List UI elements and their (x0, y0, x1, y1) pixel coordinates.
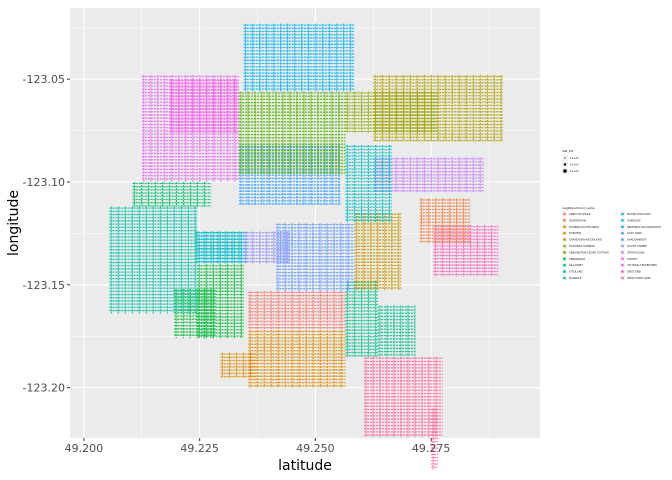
color-legend-label: OAKRIDGE (627, 218, 641, 222)
color-legend-dot (621, 244, 624, 248)
color-legend-dot (621, 270, 624, 273)
x-tick-label: 49.275 (412, 442, 451, 455)
neighbourhood-points (354, 212, 402, 291)
color-legend-dot (563, 276, 566, 280)
color-legend-dot (563, 270, 566, 273)
neighbourhood-points (373, 75, 503, 142)
color-legend-dot (563, 219, 566, 222)
color-legend-label: ARBUTUS RIDGE (569, 212, 591, 216)
color-legend-dot (621, 238, 624, 241)
color-legend: ARBUTUS RIDGE DOWNTOWN DUNBAR-SOUTHLANDS FA… (562, 211, 661, 281)
color-legend-dot (621, 212, 624, 216)
color-legend-label: RENFREW-COLLINGWOOD (627, 225, 661, 229)
y-tick-label: -123.05 (23, 73, 65, 86)
color-legend-dot (621, 257, 624, 261)
color-legend-label: MARPOLE (569, 276, 582, 280)
y-tick-label: -123.10 (23, 176, 65, 189)
color-legend-label: DOWNTOWN (569, 218, 586, 222)
color-legend-title: neighbourhood_name (562, 206, 595, 210)
color-legend-dot (621, 276, 624, 280)
x-tick-label: 49.250 (296, 442, 335, 455)
size-legend-label: 1e+02 (570, 163, 579, 167)
neighbourhood-points (220, 330, 346, 388)
color-legend-label: SOUTH CAMBIE (627, 244, 647, 248)
color-legend-label: HASTINGS-SUNRISE (569, 244, 595, 248)
color-legend-dot (563, 257, 566, 261)
x-tick-label: 49.200 (65, 442, 104, 455)
y-axis: -123.05 -123.10 -123.15 -123.20 (23, 73, 70, 395)
color-legend-label: RILEY PARK (627, 231, 642, 235)
color-legend-dot (563, 263, 566, 267)
neighbourhood-points (132, 181, 212, 207)
color-legend-label: DUNBAR-SOUTHLANDS (569, 225, 599, 229)
neighbourhood-points (248, 290, 346, 331)
color-legend-dot (563, 238, 566, 241)
color-legend-dot (563, 212, 566, 216)
neighbourhood-points (364, 356, 443, 470)
neighbourhood-points (276, 223, 355, 291)
x-tick-label: 49.225 (180, 442, 219, 455)
legend: dist_tot 1e+00 1e+02 1e+04 neighbourhood_n… (562, 149, 661, 281)
y-tick-label: -123.20 (23, 382, 65, 395)
color-legend-label: KILLARNEY (569, 263, 584, 267)
color-legend-label: WEST POINT GREY (627, 276, 651, 280)
color-legend-dot (621, 251, 624, 254)
color-legend-label: SHAUGHNESSY (627, 238, 647, 242)
neighbourhood-points (433, 225, 499, 277)
size-legend-dot (563, 163, 567, 166)
size-legend-dot (563, 169, 567, 173)
color-legend-label: KITSILANO (569, 270, 583, 274)
color-legend-dot (563, 251, 566, 254)
color-legend-dot (621, 263, 624, 267)
neighbourhood-points (141, 75, 240, 182)
neighbourhood-points (239, 91, 346, 174)
data-points (109, 23, 503, 470)
neighbourhood-points (169, 79, 240, 133)
neighbourhood-points (345, 280, 416, 357)
color-legend-label: STRATHCONA (627, 250, 645, 254)
color-legend-dot (563, 244, 566, 248)
neighbourhood-points (419, 198, 471, 244)
color-legend-dot (621, 225, 624, 229)
neighbourhood-points (345, 144, 392, 224)
neighbourhood-points (197, 231, 249, 265)
color-legend-label: VICTORIA-FRASERVIEW (627, 263, 657, 267)
color-legend-dot (621, 231, 624, 235)
size-legend: 1e+00 1e+02 1e+04 (562, 155, 579, 174)
color-legend-label: FAIRVIEW (569, 231, 582, 235)
color-legend-label: WEST END (627, 270, 641, 274)
color-legend-label: GRANDVIEW-WOODLAND (569, 238, 602, 242)
color-legend-dot (563, 225, 566, 229)
y-tick-label: -123.15 (23, 279, 65, 292)
size-legend-label: 1e+00 (570, 156, 579, 160)
neighbourhood-points (243, 231, 290, 265)
neighbourhood-points (243, 23, 355, 92)
size-legend-title: dist_tot (562, 149, 574, 153)
color-legend-label: KENSINGTON-CEDAR COTTAGE (569, 250, 609, 254)
size-legend-label: 1e+04 (570, 169, 579, 173)
x-axis: 49.200 49.225 49.250 49.275 (65, 438, 451, 455)
x-axis-title: latitude (278, 458, 332, 474)
color-legend-dot (563, 231, 566, 235)
color-legend-label: MOUNT PLEASANT (627, 212, 651, 216)
size-legend-dot (564, 157, 566, 159)
y-axis-title: longitude (6, 190, 22, 256)
color-legend-label: SUNSET (627, 257, 638, 261)
color-legend-label: KERRISDALE (569, 257, 586, 261)
color-legend-dot (621, 219, 624, 222)
